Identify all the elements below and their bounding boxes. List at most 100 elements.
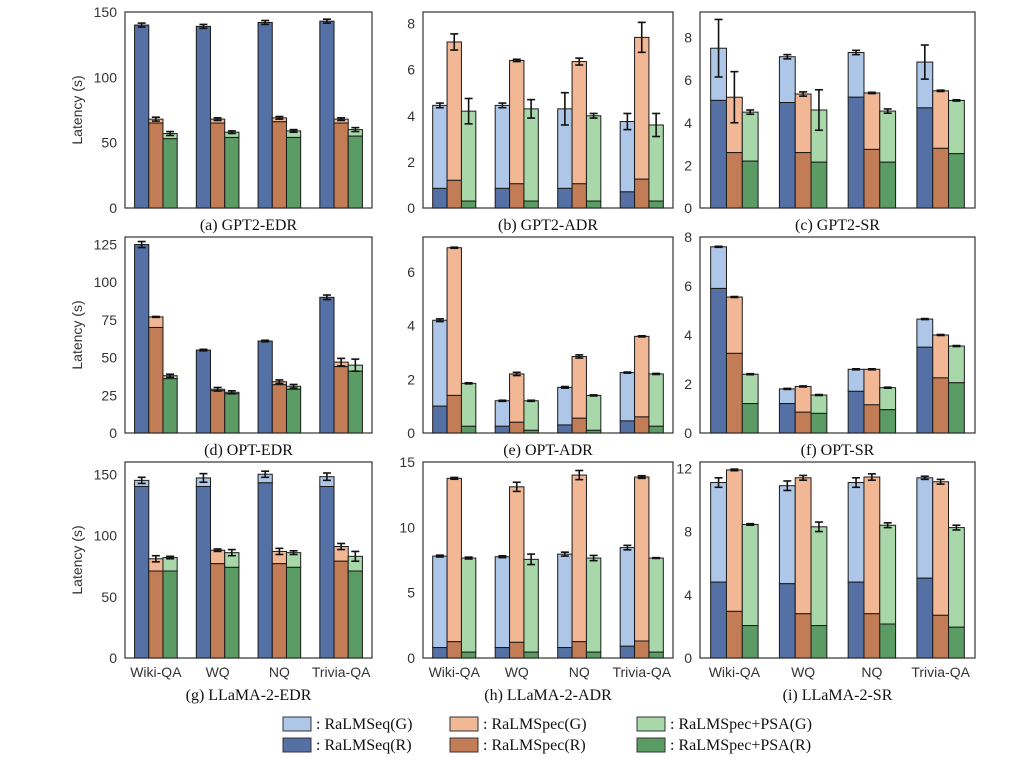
y-tick-label: 150 — [94, 466, 118, 482]
bar-psa-retrieval — [224, 136, 240, 209]
bar-seq-generation — [432, 555, 448, 649]
y-tick-label: 100 — [94, 528, 118, 544]
bar-psa-generation — [523, 400, 539, 431]
y-tick-label: 2 — [407, 371, 415, 387]
legend-label-spec-r: : RaLMSpec(R) — [483, 737, 586, 754]
bar-spec-retrieval — [571, 417, 587, 434]
bar-psa-retrieval — [523, 200, 539, 209]
bar-seq-retrieval — [319, 486, 335, 659]
y-tick-label: 125 — [94, 237, 118, 253]
bar-psa-retrieval — [285, 136, 302, 209]
bar-seq-retrieval — [619, 645, 636, 659]
bar-psa-retrieval — [224, 566, 240, 659]
bar-spec-generation — [148, 316, 164, 328]
bar-seq-retrieval — [195, 25, 212, 209]
legend-swatch-psa-g — [636, 716, 666, 732]
y-tick-label: 12 — [676, 460, 692, 476]
plot-frame — [699, 11, 976, 209]
bar-psa-retrieval — [347, 370, 363, 434]
bar-psa-retrieval — [162, 378, 178, 434]
bar-spec-retrieval — [725, 352, 743, 434]
bar-seq-retrieval — [494, 187, 511, 209]
bar-seq-retrieval — [710, 581, 727, 659]
bar-seq-generation — [619, 121, 636, 193]
bar-spec-retrieval — [271, 384, 287, 434]
bar-spec-generation — [863, 476, 881, 615]
bar-spec-generation — [794, 477, 812, 615]
bar-seq-retrieval — [134, 486, 150, 659]
x-tick-label: Trivia-QA — [312, 664, 371, 680]
chart-panel-9: 0 4 8 12 Wiki-QA WQ NQ Trivia-QA (i) LLaMA-2-SR — [676, 460, 976, 704]
bar-spec-generation — [932, 481, 950, 616]
bar-psa-retrieval — [810, 625, 828, 659]
plot-frame — [422, 11, 674, 209]
bar-psa-retrieval — [585, 651, 602, 659]
bar-psa-generation — [741, 373, 759, 405]
chart-caption: (b) GPT2-ADR — [498, 217, 598, 234]
bar-psa-retrieval — [285, 566, 302, 659]
bar-seq-generation — [847, 368, 865, 392]
bar-spec-generation — [794, 93, 812, 154]
chart-panel-4: 0 25 50 75 100 125 Latency (s) (d) OPT-EDR — [69, 236, 373, 459]
bar-psa-generation — [460, 557, 477, 653]
y-tick-label: 0 — [684, 200, 692, 216]
y-tick-label: 8 — [407, 16, 415, 32]
bar-psa-retrieval — [523, 651, 539, 659]
bar-psa-generation — [648, 373, 664, 427]
y-tick-label: 2 — [684, 157, 692, 173]
bar-psa-retrieval — [460, 425, 477, 434]
y-tick-label: 0 — [109, 650, 117, 666]
bar-seq-retrieval — [778, 583, 796, 659]
plot-frame — [124, 461, 373, 659]
chart-caption: (c) GPT2-SR — [795, 217, 880, 234]
y-tick-label: 100 — [94, 69, 118, 85]
bar-psa-retrieval — [162, 138, 178, 209]
bar-spec-retrieval — [446, 394, 462, 434]
bar-spec-generation — [863, 92, 881, 150]
bar-seq-retrieval — [847, 96, 865, 209]
bar-psa-retrieval — [648, 200, 664, 209]
bar-psa-retrieval — [224, 393, 240, 434]
bar-seq-retrieval — [916, 107, 934, 209]
bar-seq-generation — [494, 400, 511, 427]
bar-seq-retrieval — [916, 577, 934, 659]
bar-seq-retrieval — [557, 647, 573, 659]
bar-psa-retrieval — [810, 412, 828, 434]
bar-spec-retrieval — [210, 563, 226, 659]
x-tick-label: Trivia-QA — [911, 664, 970, 680]
bar-spec-retrieval — [148, 122, 164, 209]
chart-caption: (a) GPT2-EDR — [200, 217, 298, 234]
y-tick-label: 4 — [684, 115, 692, 131]
bar-seq-retrieval — [619, 191, 636, 209]
bar-spec-retrieval — [333, 560, 349, 659]
bar-spec-generation — [932, 334, 950, 379]
legend-label-psa-r: : RaLMSpec+PSA(R) — [670, 737, 811, 754]
bar-psa-generation — [879, 110, 897, 163]
y-tick-label: 2 — [407, 154, 415, 170]
bar-spec-retrieval — [210, 122, 226, 209]
bar-spec-generation — [446, 477, 462, 643]
bar-spec-retrieval — [446, 179, 462, 209]
bar-seq-retrieval — [195, 349, 212, 434]
bar-psa-generation — [585, 115, 602, 202]
x-tick-label: Wiki-QA — [709, 664, 761, 680]
y-tick-label: 50 — [101, 135, 117, 151]
bar-psa-generation — [948, 527, 965, 628]
y-tick-label: 0 — [407, 650, 415, 666]
bar-seq-generation — [710, 482, 727, 583]
bar-spec-generation — [571, 474, 587, 643]
y-tick-label: 6 — [684, 72, 692, 88]
bar-spec-generation — [446, 41, 462, 181]
plot-frame — [422, 461, 674, 659]
bar-psa-retrieval — [741, 160, 759, 209]
bar-seq-retrieval — [557, 187, 573, 209]
legend-swatch-seq-g — [282, 716, 312, 732]
chart-caption: (g) LLaMA-2-EDR — [186, 687, 312, 704]
bar-spec-retrieval — [571, 641, 587, 659]
plot-frame — [699, 461, 976, 659]
bar-seq-retrieval — [257, 340, 273, 434]
bar-spec-retrieval — [148, 570, 164, 659]
bar-psa-retrieval — [879, 161, 897, 209]
y-tick-label: 15 — [399, 454, 415, 470]
